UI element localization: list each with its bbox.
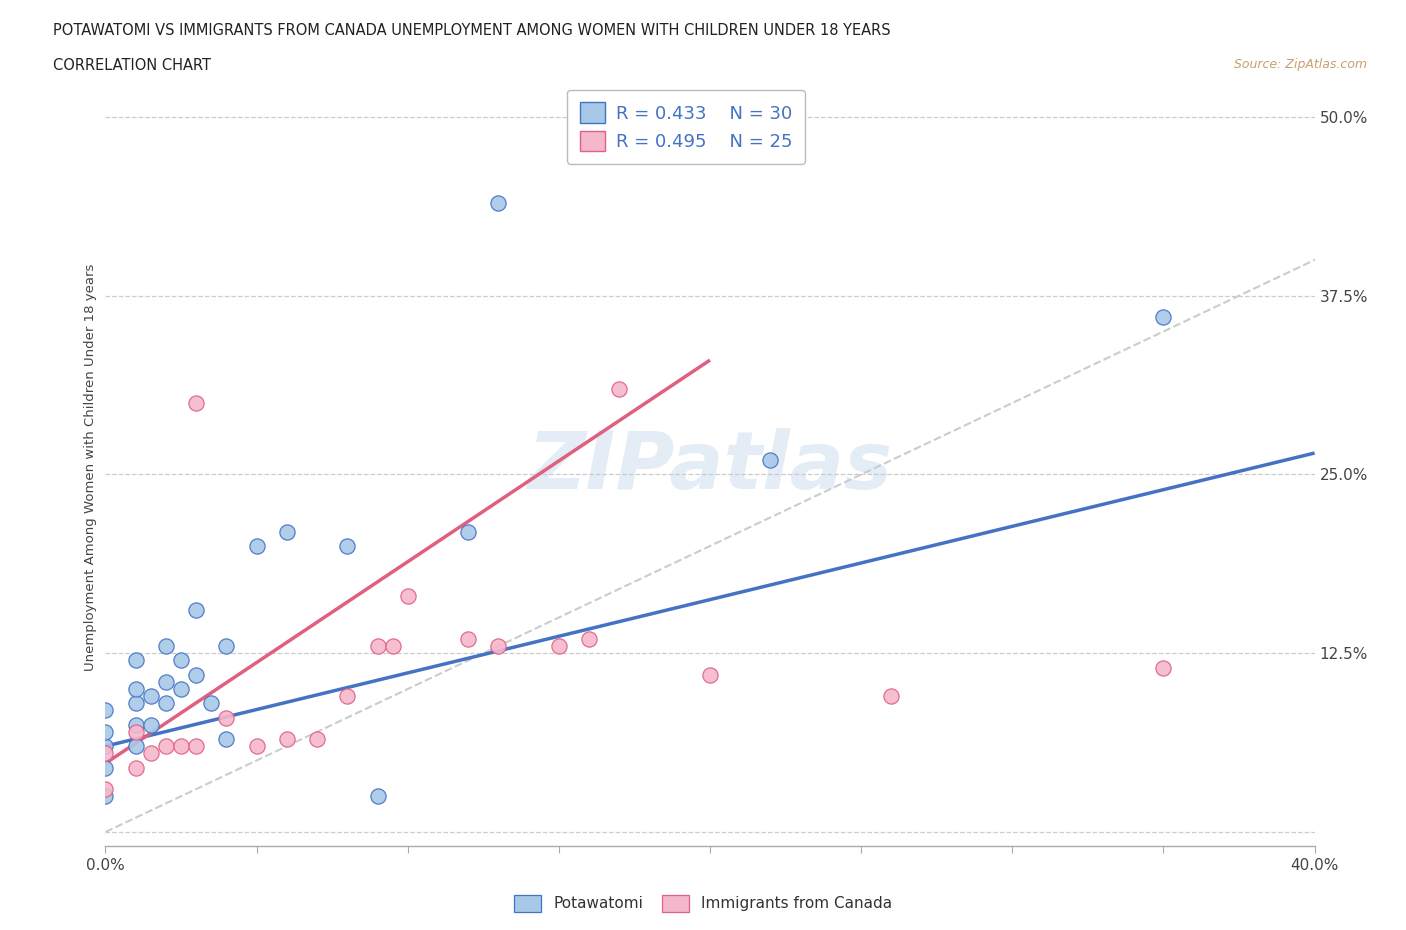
Point <box>609 381 631 396</box>
Point <box>307 732 329 747</box>
Point <box>1153 660 1175 675</box>
Point <box>880 689 903 704</box>
Point <box>245 738 267 753</box>
Point <box>94 789 117 804</box>
Point <box>139 689 162 704</box>
Point <box>215 732 238 747</box>
Text: CORRELATION CHART: CORRELATION CHART <box>53 58 211 73</box>
Point <box>94 781 117 796</box>
Point <box>124 717 148 732</box>
Point <box>170 653 193 668</box>
Text: POTAWATOMI VS IMMIGRANTS FROM CANADA UNEMPLOYMENT AMONG WOMEN WITH CHILDREN UNDE: POTAWATOMI VS IMMIGRANTS FROM CANADA UNE… <box>53 23 891 38</box>
Point <box>486 195 509 210</box>
Point <box>139 717 162 732</box>
Point <box>155 639 177 654</box>
Point <box>124 682 148 697</box>
Point <box>336 538 359 553</box>
Point <box>94 703 117 718</box>
Point <box>578 631 600 646</box>
Point <box>486 639 509 654</box>
Point <box>186 667 208 682</box>
Point <box>94 724 117 739</box>
Point <box>457 631 479 646</box>
Point <box>457 525 479 539</box>
Legend: Potawatomi, Immigrants from Canada: Potawatomi, Immigrants from Canada <box>508 889 898 918</box>
Point <box>155 696 177 711</box>
Text: Source: ZipAtlas.com: Source: ZipAtlas.com <box>1233 58 1367 71</box>
Point <box>94 738 117 753</box>
Point <box>215 711 238 725</box>
Point <box>336 689 359 704</box>
Text: ZIPatlas: ZIPatlas <box>527 429 893 506</box>
Point <box>699 667 721 682</box>
Point <box>276 732 298 747</box>
Point <box>396 589 419 604</box>
Point <box>124 653 148 668</box>
Point <box>170 738 193 753</box>
Point <box>124 738 148 753</box>
Point <box>186 395 208 410</box>
Point <box>366 789 388 804</box>
Y-axis label: Unemployment Among Women with Children Under 18 years: Unemployment Among Women with Children U… <box>84 263 97 671</box>
Point <box>381 639 404 654</box>
Point <box>276 525 298 539</box>
Point <box>759 453 782 468</box>
Point <box>155 674 177 689</box>
Point <box>94 760 117 775</box>
Point <box>1153 310 1175 325</box>
Point <box>124 760 148 775</box>
Point <box>186 738 208 753</box>
Point <box>245 538 267 553</box>
Point <box>124 724 148 739</box>
Point <box>170 682 193 697</box>
Point <box>366 639 388 654</box>
Point <box>94 746 117 761</box>
Point <box>200 696 222 711</box>
Point <box>548 639 571 654</box>
Point <box>186 603 208 618</box>
Point <box>124 696 148 711</box>
Point <box>139 746 162 761</box>
Point <box>215 639 238 654</box>
Legend: R = 0.433    N = 30, R = 0.495    N = 25: R = 0.433 N = 30, R = 0.495 N = 25 <box>567 90 804 164</box>
Point <box>155 738 177 753</box>
